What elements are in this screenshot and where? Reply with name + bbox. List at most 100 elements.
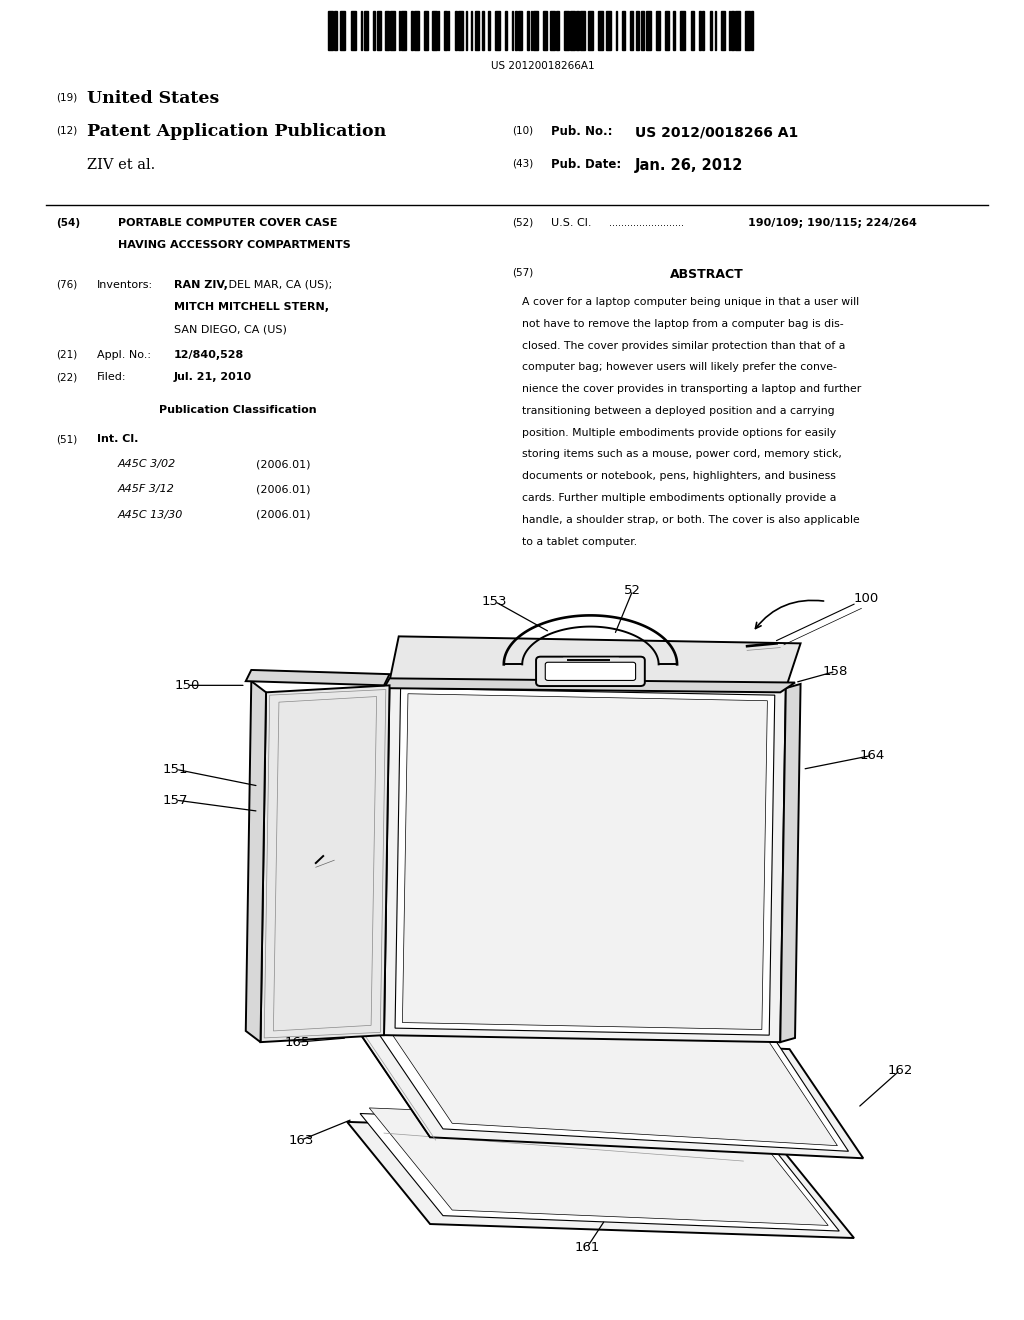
Bar <box>401 11 407 50</box>
Bar <box>699 11 700 50</box>
Bar <box>334 11 337 50</box>
Bar <box>690 11 694 50</box>
Bar <box>570 11 575 50</box>
Text: (52): (52) <box>512 218 534 228</box>
Bar <box>374 11 375 50</box>
FancyBboxPatch shape <box>537 656 645 686</box>
Text: 151: 151 <box>163 763 188 776</box>
Polygon shape <box>246 671 389 685</box>
Text: (76): (76) <box>56 280 78 290</box>
Bar <box>412 11 413 50</box>
Text: (2006.01): (2006.01) <box>256 510 310 520</box>
Text: A45C 3/02: A45C 3/02 <box>118 459 176 470</box>
Bar <box>377 11 381 50</box>
Text: United States: United States <box>87 90 219 107</box>
Text: Pub. Date:: Pub. Date: <box>551 158 622 172</box>
Bar <box>673 11 675 50</box>
Bar <box>731 11 733 50</box>
Bar <box>615 11 616 50</box>
Text: ABSTRACT: ABSTRACT <box>670 268 743 281</box>
Bar <box>622 11 625 50</box>
Text: transitioning between a deployed position and a carrying: transitioning between a deployed positio… <box>522 407 835 416</box>
Text: .........................: ......................... <box>609 218 684 228</box>
Bar <box>459 11 464 50</box>
Bar <box>414 11 419 50</box>
Bar <box>680 11 685 50</box>
Text: not have to remove the laptop from a computer bag is dis-: not have to remove the laptop from a com… <box>522 319 844 329</box>
Text: 153: 153 <box>482 595 507 609</box>
Bar <box>544 11 547 50</box>
Bar <box>752 11 753 50</box>
Bar <box>530 11 531 50</box>
Text: A45F 3/12: A45F 3/12 <box>118 484 175 495</box>
Bar <box>350 11 355 50</box>
Polygon shape <box>780 684 801 1043</box>
Bar <box>563 11 568 50</box>
Polygon shape <box>395 688 775 1035</box>
Text: DEL MAR, CA (US);: DEL MAR, CA (US); <box>225 280 333 290</box>
Polygon shape <box>360 1114 840 1232</box>
Text: PORTABLE COMPUTER COVER CASE: PORTABLE COMPUTER COVER CASE <box>118 218 337 228</box>
Text: Patent Application Publication: Patent Application Publication <box>87 123 386 140</box>
Polygon shape <box>402 694 767 1030</box>
Text: (2006.01): (2006.01) <box>256 484 310 495</box>
Text: 165: 165 <box>285 1036 310 1048</box>
Text: computer bag; however users will likely prefer the conve-: computer bag; however users will likely … <box>522 363 837 372</box>
Text: SAN DIEGO, CA (US): SAN DIEGO, CA (US) <box>174 325 287 335</box>
Bar <box>715 11 716 50</box>
Bar <box>534 11 539 50</box>
Text: Int. Cl.: Int. Cl. <box>97 434 138 445</box>
FancyBboxPatch shape <box>545 663 636 680</box>
Bar <box>444 11 446 50</box>
Text: 150: 150 <box>174 678 200 692</box>
Bar <box>471 11 472 50</box>
Bar <box>666 11 669 50</box>
Text: Publication Classification: Publication Classification <box>159 405 316 416</box>
Polygon shape <box>356 1028 863 1158</box>
Bar <box>630 11 634 50</box>
Bar <box>340 11 345 50</box>
Polygon shape <box>389 636 801 688</box>
Bar <box>550 11 555 50</box>
Bar <box>424 11 428 50</box>
Bar <box>466 11 467 50</box>
Text: (43): (43) <box>512 158 534 169</box>
Bar <box>438 11 439 50</box>
Bar <box>487 11 490 50</box>
Text: 162: 162 <box>888 1064 912 1077</box>
Bar <box>636 11 639 50</box>
Bar <box>455 11 457 50</box>
Text: Jan. 26, 2012: Jan. 26, 2012 <box>635 158 743 173</box>
Bar <box>527 11 529 50</box>
Text: 12/840,528: 12/840,528 <box>174 350 245 360</box>
Text: A cover for a laptop computer being unique in that a user will: A cover for a laptop computer being uniq… <box>522 297 859 308</box>
Text: (57): (57) <box>512 268 534 279</box>
Bar <box>328 11 333 50</box>
Bar <box>432 11 437 50</box>
Text: ZIV et al.: ZIV et al. <box>87 158 156 173</box>
Bar <box>656 11 660 50</box>
Bar <box>505 11 507 50</box>
Text: (21): (21) <box>56 350 78 360</box>
Text: storing items such as a mouse, power cord, memory stick,: storing items such as a mouse, power cor… <box>522 450 842 459</box>
Text: 157: 157 <box>163 793 188 807</box>
Text: (10): (10) <box>512 125 534 136</box>
Bar <box>745 11 751 50</box>
Bar <box>556 11 558 50</box>
Text: 52: 52 <box>625 583 641 597</box>
Text: 100: 100 <box>854 593 880 605</box>
Bar <box>518 11 522 50</box>
Text: MITCH MITCHELL STERN,: MITCH MITCHELL STERN, <box>174 302 329 313</box>
Text: to a tablet computer.: to a tablet computer. <box>522 537 637 546</box>
Text: (22): (22) <box>56 372 78 383</box>
Text: US 20120018266A1: US 20120018266A1 <box>490 61 595 71</box>
Text: US 2012/0018266 A1: US 2012/0018266 A1 <box>635 125 798 140</box>
Text: 164: 164 <box>860 748 885 762</box>
Text: handle, a shoulder strap, or both. The cover is also applicable: handle, a shoulder strap, or both. The c… <box>522 515 860 525</box>
Text: closed. The cover provides similar protection than that of a: closed. The cover provides similar prote… <box>522 341 846 351</box>
Bar <box>515 11 517 50</box>
Bar <box>701 11 705 50</box>
Polygon shape <box>260 685 389 1043</box>
Bar <box>577 11 579 50</box>
Text: RAN ZIV,: RAN ZIV, <box>174 280 228 290</box>
